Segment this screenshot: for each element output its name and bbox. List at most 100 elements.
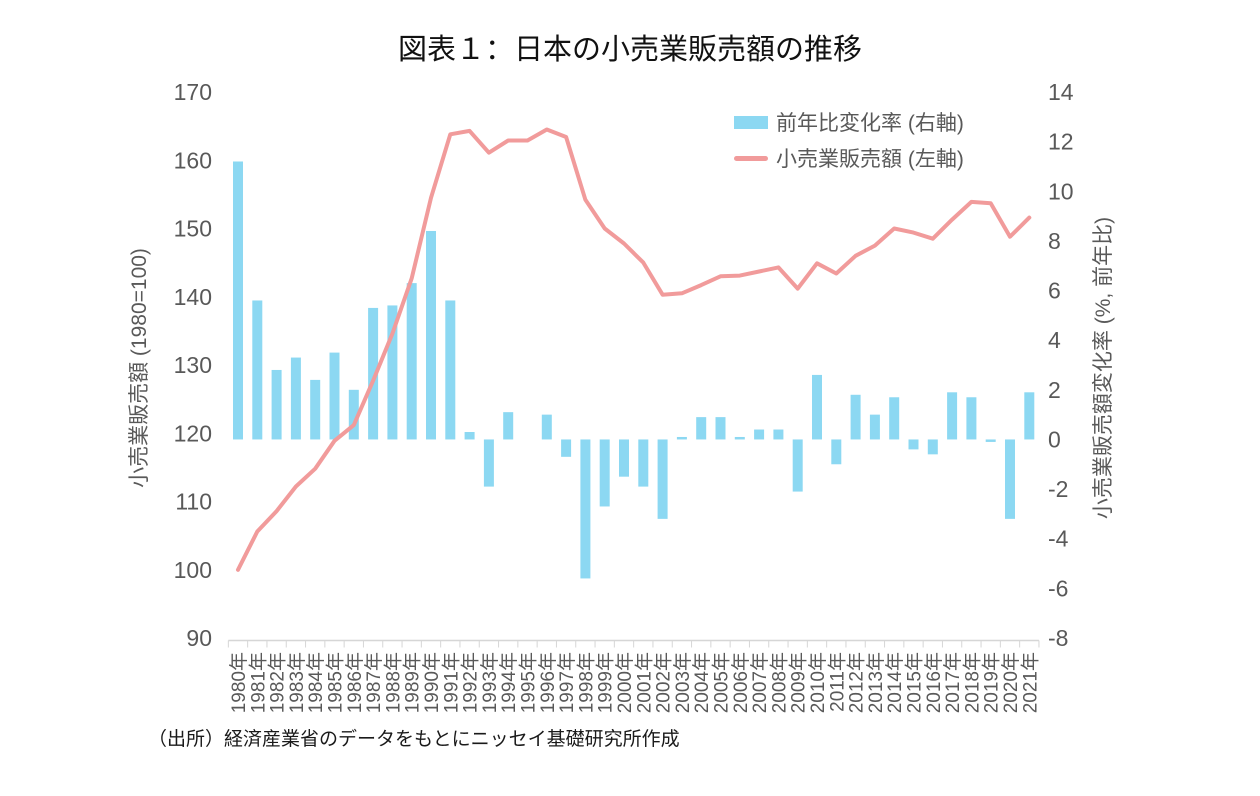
bar-1993 bbox=[483, 439, 494, 487]
x-axis-tick-label: 2015年 bbox=[904, 652, 926, 713]
bar-2003 bbox=[676, 436, 687, 440]
left-axis-tick-label: 160 bbox=[174, 147, 212, 173]
x-axis-tick-label: 1985年 bbox=[325, 652, 347, 713]
x-axis-tick-label: 2019年 bbox=[981, 652, 1003, 713]
line-series-swatch-icon bbox=[734, 155, 768, 161]
x-axis-tick-label: 2009年 bbox=[788, 652, 810, 713]
x-axis-tick-label: 2000年 bbox=[614, 652, 636, 713]
bar-1987 bbox=[368, 307, 379, 440]
left-axis-title: 小売業販売額 (1980=100) bbox=[128, 248, 151, 488]
x-axis-tick-label: 1989年 bbox=[402, 652, 424, 713]
x-axis-tick-label: 1984年 bbox=[305, 652, 327, 713]
bar-2013 bbox=[869, 414, 880, 440]
legend-item-bar-series: 前年比変化率 (右軸) bbox=[734, 104, 964, 140]
right-axis-tick-label: 12 bbox=[1048, 129, 1074, 155]
bar-1992 bbox=[464, 432, 475, 440]
x-axis-tick-label: 2011年 bbox=[826, 652, 848, 712]
x-axis-tick-label: 1994年 bbox=[498, 652, 520, 713]
right-axis-tick-label: -2 bbox=[1048, 476, 1068, 502]
bar-2011 bbox=[831, 439, 842, 465]
left-axis-tick-label: 90 bbox=[186, 625, 212, 651]
x-axis-tick-label: 1997年 bbox=[556, 652, 578, 713]
legend-label-line-series: 小売業販売額 (左軸) bbox=[776, 148, 964, 171]
x-axis-tick-label: 1996年 bbox=[537, 652, 559, 713]
x-axis-tick-label: 1986年 bbox=[344, 652, 366, 713]
right-axis-tick-label: -4 bbox=[1048, 526, 1069, 552]
legend-label-bar-series: 前年比変化率 (右軸) bbox=[776, 112, 964, 135]
bar-1994 bbox=[503, 412, 514, 440]
x-axis-tick-label: 1990年 bbox=[421, 652, 443, 713]
x-axis-tick-label: 1987年 bbox=[363, 652, 385, 713]
x-axis-tick-label: 2013年 bbox=[865, 652, 887, 713]
bar-1988 bbox=[387, 305, 398, 440]
x-axis-tick-label: 1980年 bbox=[228, 652, 250, 713]
bar-2015 bbox=[908, 439, 919, 450]
bar-1991 bbox=[445, 300, 456, 440]
x-axis-tick-label: 2021年 bbox=[1019, 652, 1041, 713]
x-axis-tick-label: 2010年 bbox=[807, 652, 829, 713]
right-axis-tick-label: 0 bbox=[1048, 426, 1061, 452]
bar-1985 bbox=[329, 352, 340, 440]
x-axis-tick-label: 1995年 bbox=[518, 652, 540, 713]
bar-2005 bbox=[715, 417, 726, 440]
bar-2008 bbox=[773, 429, 784, 440]
x-axis-tick-label: 2014年 bbox=[884, 652, 906, 713]
bar-2014 bbox=[889, 397, 900, 440]
bar-2006 bbox=[734, 436, 745, 440]
x-axis-tick-label: 1999年 bbox=[595, 652, 617, 713]
x-axis-tick-label: 2006年 bbox=[730, 652, 752, 713]
x-axis-tick-label: 1983年 bbox=[286, 652, 308, 713]
x-axis-tick-label: 1991年 bbox=[440, 652, 462, 713]
x-axis-tick-label: 1993年 bbox=[479, 652, 501, 713]
retail-sales-index-line bbox=[236, 127, 1032, 572]
right-axis-tick-label: 14 bbox=[1048, 79, 1074, 105]
legend-item-line-series: 小売業販売額 (左軸) bbox=[734, 140, 964, 176]
left-axis-tick-label: 120 bbox=[174, 420, 212, 446]
x-axis-tick-label: 2017年 bbox=[942, 652, 964, 713]
bar-1980 bbox=[233, 161, 243, 440]
bar-2000 bbox=[619, 439, 629, 477]
bar-2019 bbox=[985, 439, 996, 442]
bar-2001 bbox=[638, 439, 649, 487]
bar-1990 bbox=[426, 230, 436, 440]
bar-2021 bbox=[1024, 392, 1035, 440]
x-axis-tick-label: 2001年 bbox=[633, 652, 655, 713]
bar-1998 bbox=[580, 439, 591, 579]
x-axis-tick-label: 2003年 bbox=[672, 652, 694, 713]
legend: 前年比変化率 (右軸) 小売業販売額 (左軸) bbox=[734, 104, 964, 176]
right-axis-tick-label: 6 bbox=[1048, 278, 1061, 304]
left-axis-tick-label: 130 bbox=[174, 352, 212, 378]
x-axis-tick-label: 2002年 bbox=[653, 652, 675, 713]
source-note: （出所）経済産業省のデータをもとにニッセイ基礎研究所作成 bbox=[148, 729, 680, 750]
bar-2004 bbox=[696, 417, 707, 440]
bar-2018 bbox=[966, 397, 977, 440]
bar-1989 bbox=[406, 283, 417, 440]
chart-title: 図表１：日本の小売業販売額の推移 bbox=[397, 34, 862, 66]
bar-2010 bbox=[812, 374, 822, 440]
right-axis-tick-label: 10 bbox=[1048, 178, 1074, 204]
bar-1996 bbox=[541, 414, 552, 440]
bar-1983 bbox=[290, 357, 301, 440]
bar-1999 bbox=[599, 439, 610, 507]
bar-2016 bbox=[927, 439, 938, 455]
right-axis-tick-label: 2 bbox=[1048, 377, 1061, 403]
bar-1981 bbox=[252, 300, 263, 440]
x-axis-tick-label: 2016年 bbox=[923, 652, 945, 713]
left-axis-tick-label: 140 bbox=[174, 284, 212, 310]
x-axis-tick-label: 1982年 bbox=[267, 652, 289, 713]
bar-1982 bbox=[271, 369, 282, 440]
right-axis-tick-label: -6 bbox=[1048, 575, 1068, 601]
right-axis-title: 小売業販売額変化率 (%, 前年比) bbox=[1092, 216, 1115, 520]
bar-2007 bbox=[754, 429, 765, 440]
x-axis-tick-label: 2012年 bbox=[846, 652, 868, 713]
x-axis-tick-label: 2008年 bbox=[768, 652, 790, 713]
bar-1997 bbox=[561, 439, 572, 457]
left-axis-tick-label: 100 bbox=[174, 557, 212, 583]
x-axis-tick-label: 1992年 bbox=[460, 652, 482, 713]
x-axis-tick-label: 2018年 bbox=[961, 652, 983, 713]
bar-1986 bbox=[348, 389, 359, 440]
left-axis-tick-label: 110 bbox=[175, 489, 212, 515]
x-axis-tick-label: 2007年 bbox=[749, 652, 771, 713]
